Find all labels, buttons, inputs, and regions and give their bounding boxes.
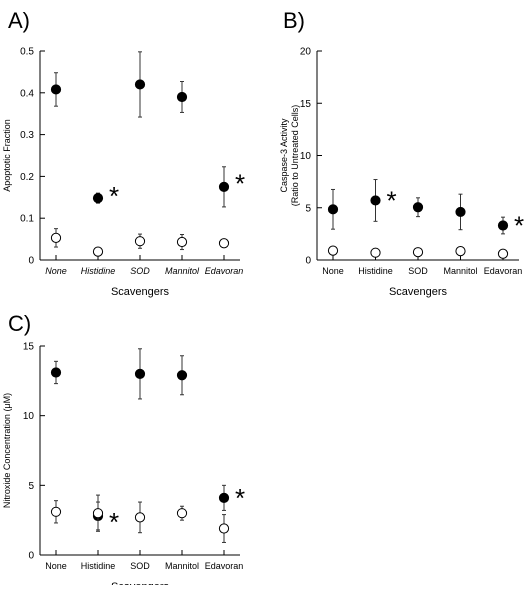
x-axis-title: Scavengers: [389, 286, 448, 298]
y-tick-label: 15: [23, 342, 35, 353]
open-point: [92, 508, 104, 519]
open-point: [176, 236, 188, 248]
x-tick-label: Histidine: [358, 266, 393, 276]
x-tick-label: Mannitol: [165, 266, 200, 276]
y-axis-title: Nitroxide Concentration (μM): [2, 393, 12, 508]
y-tick-label: 20: [300, 47, 312, 58]
x-tick-label: SOD: [130, 561, 150, 571]
filled-point: [50, 367, 62, 378]
open-point: [134, 236, 146, 247]
open-point: [50, 232, 62, 243]
x-axis-title: Scavengers: [111, 581, 170, 585]
x-tick-label: None: [45, 561, 67, 571]
filled-point: [134, 368, 146, 379]
open-point: [50, 506, 62, 517]
significance-asterisk: *: [387, 185, 397, 215]
chart-panel-2: B) 0 5 10 15 20 None Histidine SOD Mannitol Edavor…: [279, 8, 524, 298]
panel-label: A): [8, 8, 30, 33]
filled-point: [92, 193, 104, 204]
x-tick-label: Mannitol: [165, 561, 199, 571]
y-tick-label: 0: [305, 256, 311, 267]
x-tick-label: Edavoran: [484, 266, 523, 276]
open-point: [92, 246, 104, 257]
y-axis-title: Apoptotic Fraction: [2, 119, 12, 192]
filled-point: [176, 91, 188, 103]
open-point: [218, 523, 230, 534]
filled-point: [134, 79, 146, 90]
x-tick-label: None: [45, 266, 67, 276]
y-tick-label: 15: [300, 99, 312, 110]
x-tick-label: Mannitol: [443, 266, 477, 276]
filled-point: [50, 84, 62, 95]
y-tick-label: 0.1: [20, 214, 34, 225]
x-tick-label: Edavoran: [205, 266, 244, 276]
y-tick-label: 5: [28, 481, 34, 492]
x-tick-label: Histidine: [81, 561, 116, 571]
open-point: [455, 246, 466, 257]
open-point: [176, 508, 188, 519]
x-axis-title: Scavengers: [111, 286, 170, 298]
open-point: [218, 238, 230, 249]
y-tick-label: 0.4: [20, 88, 34, 99]
y-tick-label: 10: [300, 151, 312, 162]
y-tick-label: 0.5: [20, 47, 34, 58]
significance-asterisk: *: [514, 210, 524, 240]
filled-point: [412, 202, 424, 213]
y-axis-title: (Ratio to Untreated Cells): [290, 105, 300, 207]
y-tick-label: 0.3: [20, 130, 34, 141]
filled-point: [218, 181, 230, 192]
filled-point: [497, 220, 509, 231]
open-point: [327, 245, 339, 256]
open-point: [497, 248, 509, 259]
significance-asterisk: *: [235, 169, 245, 199]
x-tick-label: SOD: [408, 266, 428, 276]
significance-asterisk: *: [109, 507, 119, 537]
y-axis-title: Caspase-3 Activity: [279, 118, 289, 193]
filled-point: [176, 370, 188, 381]
y-tick-label: 0: [28, 256, 34, 267]
filled-point: [455, 206, 466, 218]
y-tick-label: 10: [23, 411, 35, 422]
x-tick-label: Edavoran: [205, 561, 244, 571]
open-point: [412, 247, 424, 258]
y-tick-label: 5: [305, 203, 311, 214]
panel-label: B): [283, 8, 305, 33]
x-tick-label: SOD: [130, 266, 150, 276]
filled-point: [218, 492, 230, 503]
filled-point: [327, 204, 339, 215]
y-tick-label: 0.2: [20, 172, 34, 183]
chart-panel-3: C) 0 5 10 15 None Histidine SOD Mannitol Edavoran…: [2, 311, 245, 590]
open-point: [370, 247, 381, 258]
x-tick-label: None: [322, 266, 344, 276]
filled-point: [370, 195, 381, 206]
significance-asterisk: *: [235, 483, 245, 513]
x-tick-label: Histidine: [81, 266, 116, 276]
open-point: [134, 512, 146, 523]
chart-panel-1: A) 0 0.1 0.2 0.3 0.4 0.5 None Histidine SOD Mannit…: [2, 8, 245, 298]
panel-label: C): [8, 311, 31, 336]
y-tick-label: 0: [28, 551, 34, 562]
significance-asterisk: *: [109, 181, 119, 211]
